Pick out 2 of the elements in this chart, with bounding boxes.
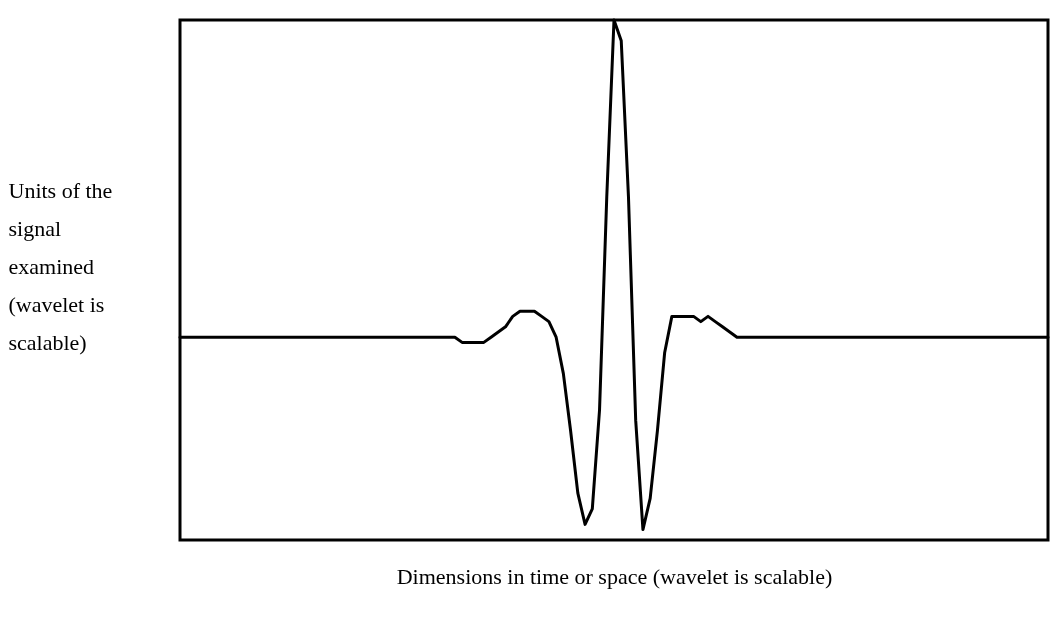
y-axis-title: Units of the signal examined (wavelet is scalable) (8, 177, 113, 355)
x-axis-title: Dimensions in time or space (wavelet is scalable) (396, 563, 833, 589)
